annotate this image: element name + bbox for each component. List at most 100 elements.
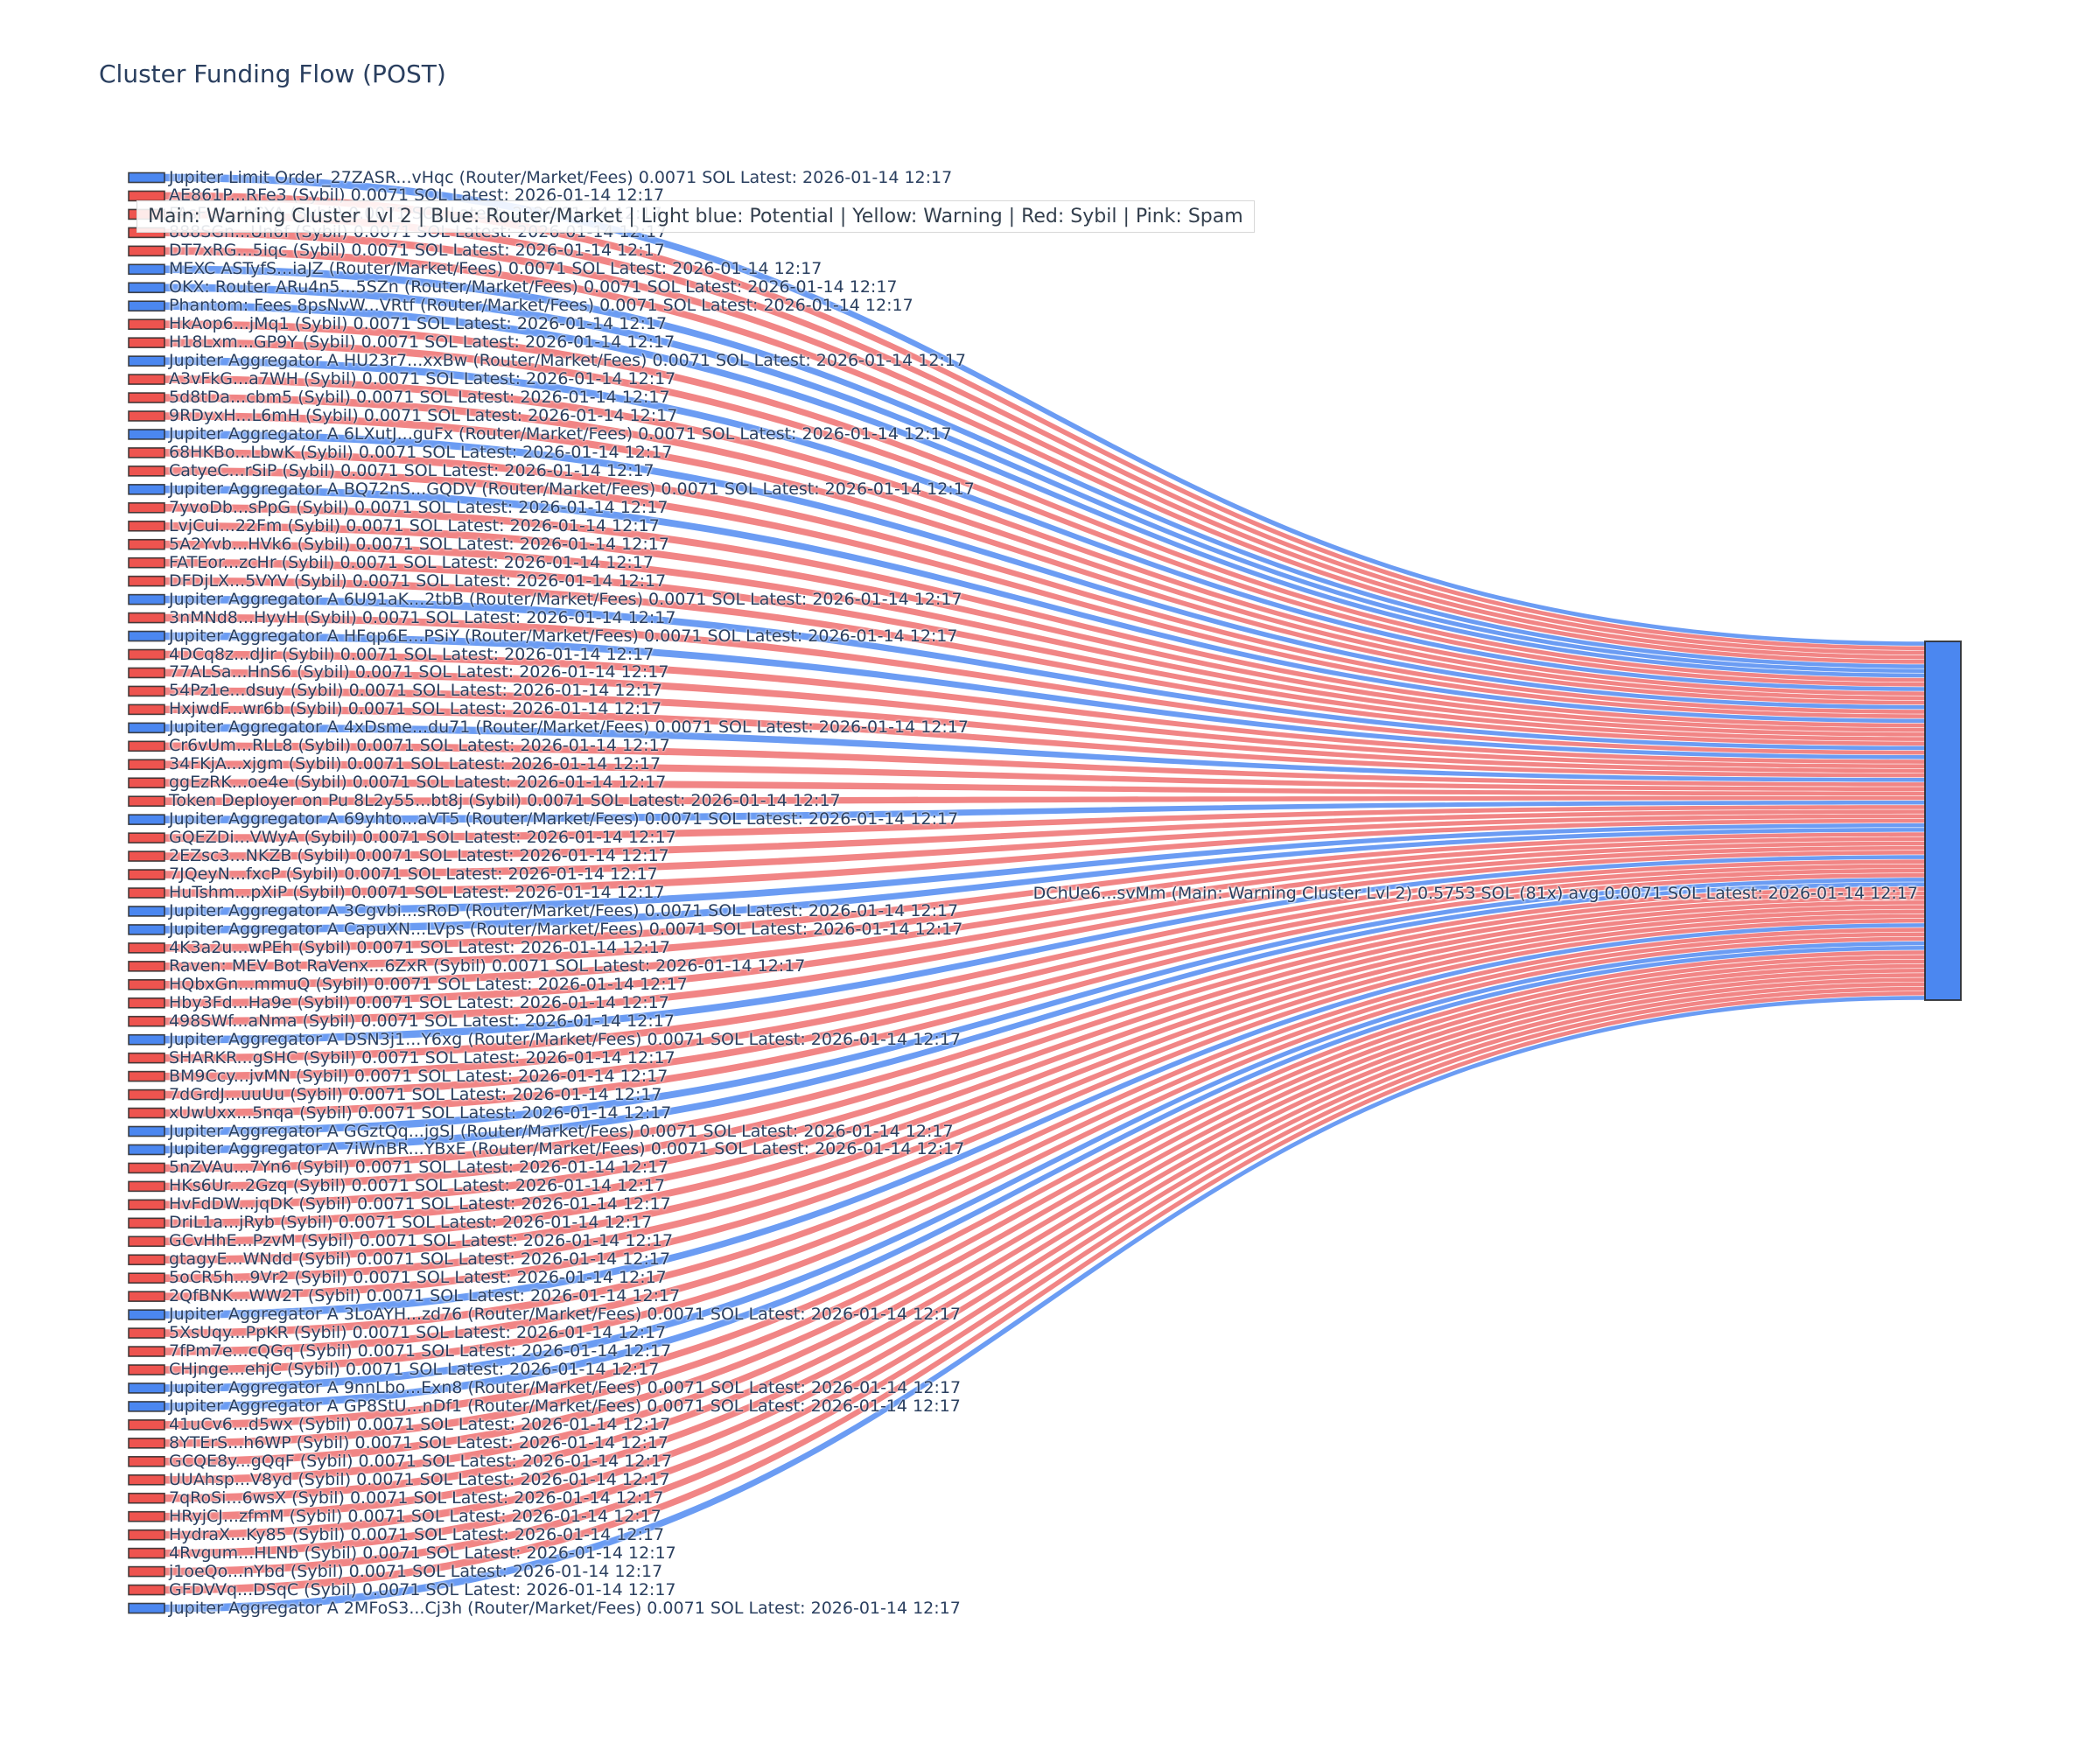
source-node[interactable] <box>128 759 165 771</box>
flow-link[interactable] <box>164 973 1925 1521</box>
source-node[interactable] <box>128 942 165 954</box>
source-node[interactable] <box>128 612 165 624</box>
flow-link[interactable] <box>164 210 1925 655</box>
flow-link[interactable] <box>164 864 1925 1081</box>
source-node[interactable] <box>128 1565 165 1578</box>
source-node[interactable] <box>128 1438 165 1449</box>
source-node[interactable] <box>128 1456 165 1467</box>
flow-link[interactable] <box>164 577 1925 746</box>
source-node[interactable] <box>128 722 165 734</box>
source-node[interactable] <box>128 869 165 880</box>
flow-link[interactable] <box>164 302 1925 678</box>
flow-link[interactable] <box>164 228 1925 660</box>
flow-link[interactable] <box>164 936 1925 1374</box>
flow-link[interactable] <box>164 800 1925 823</box>
flow-link[interactable] <box>164 375 1925 696</box>
flow-link[interactable] <box>164 968 1925 1502</box>
flow-link[interactable] <box>164 895 1925 1209</box>
source-node[interactable] <box>128 1492 165 1504</box>
source-node[interactable] <box>128 685 165 697</box>
flow-link[interactable] <box>164 412 1925 705</box>
source-node[interactable] <box>128 1180 165 1193</box>
source-node[interactable] <box>128 1199 165 1211</box>
flow-link[interactable] <box>164 836 1925 970</box>
flow-link[interactable] <box>164 613 1925 755</box>
source-node[interactable] <box>128 1327 165 1339</box>
source-node[interactable] <box>128 1033 165 1046</box>
flow-link[interactable] <box>164 540 1925 737</box>
flow-link[interactable] <box>164 504 1925 728</box>
flow-link[interactable] <box>164 941 1925 1392</box>
flow-link[interactable] <box>164 932 1925 1355</box>
source-node[interactable] <box>128 502 165 514</box>
flow-link[interactable] <box>164 855 1925 1044</box>
source-node[interactable] <box>128 1291 165 1302</box>
source-node[interactable] <box>128 1382 165 1394</box>
source-node[interactable] <box>128 1309 165 1320</box>
source-node[interactable] <box>128 1419 165 1431</box>
flow-link[interactable] <box>164 868 1925 1099</box>
flow-link[interactable] <box>164 882 1925 1154</box>
source-node[interactable] <box>128 979 165 990</box>
source-node[interactable] <box>128 245 165 257</box>
source-node[interactable] <box>128 190 165 202</box>
source-node[interactable] <box>128 1364 165 1376</box>
flow-link[interactable] <box>164 522 1925 732</box>
source-node[interactable] <box>128 1602 165 1614</box>
source-node[interactable] <box>128 556 165 569</box>
source-node[interactable] <box>128 704 165 716</box>
flow-link[interactable] <box>164 990 1925 1594</box>
flow-link[interactable] <box>164 859 1925 1062</box>
source-node[interactable] <box>128 172 165 184</box>
flow-link[interactable] <box>164 923 1925 1319</box>
source-node[interactable] <box>128 466 165 477</box>
source-node[interactable] <box>128 392 165 403</box>
flow-link[interactable] <box>164 320 1925 682</box>
source-node[interactable] <box>128 447 165 458</box>
flow-link[interactable] <box>164 632 1925 760</box>
flow-link[interactable] <box>164 946 1925 1410</box>
flow-link[interactable] <box>164 841 1925 989</box>
flow-link[interactable] <box>164 192 1925 651</box>
source-node[interactable] <box>128 593 165 606</box>
source-node[interactable] <box>128 374 165 385</box>
flow-link[interactable] <box>164 818 1925 897</box>
flow-link[interactable] <box>164 394 1925 701</box>
flow-link[interactable] <box>164 982 1925 1558</box>
source-node[interactable] <box>128 1125 165 1138</box>
source-node[interactable] <box>128 1474 165 1486</box>
flow-link[interactable] <box>164 742 1925 787</box>
flow-link[interactable] <box>164 247 1925 664</box>
source-node[interactable] <box>128 484 165 495</box>
source-node[interactable] <box>128 906 165 917</box>
flow-link[interactable] <box>164 905 1925 1246</box>
flow-link[interactable] <box>164 814 1925 878</box>
source-node[interactable] <box>128 318 165 330</box>
flow-link[interactable] <box>164 595 1925 751</box>
source-node[interactable] <box>128 814 165 825</box>
flow-link[interactable] <box>164 705 1925 778</box>
flow-link[interactable] <box>164 977 1925 1539</box>
source-node[interactable] <box>128 924 165 935</box>
source-node[interactable] <box>128 630 165 642</box>
source-node[interactable] <box>128 648 165 661</box>
source-node[interactable] <box>128 777 165 789</box>
flow-link[interactable] <box>164 284 1925 674</box>
flow-link[interactable] <box>164 760 1925 791</box>
flow-link[interactable] <box>164 779 1925 796</box>
flow-link[interactable] <box>164 872 1925 1117</box>
flow-link[interactable] <box>164 845 1925 1007</box>
flow-link[interactable] <box>164 950 1925 1429</box>
source-node[interactable] <box>128 1254 165 1266</box>
flow-link[interactable] <box>164 668 1925 769</box>
source-node[interactable] <box>128 740 165 752</box>
flow-link[interactable] <box>164 832 1925 952</box>
flow-link[interactable] <box>164 795 1925 805</box>
flow-link[interactable] <box>164 558 1925 741</box>
source-node[interactable] <box>128 1272 165 1284</box>
source-node[interactable] <box>128 337 165 348</box>
source-node[interactable] <box>128 1584 165 1596</box>
source-node[interactable] <box>128 667 165 679</box>
source-node[interactable] <box>128 282 165 294</box>
source-node[interactable] <box>128 1401 165 1412</box>
